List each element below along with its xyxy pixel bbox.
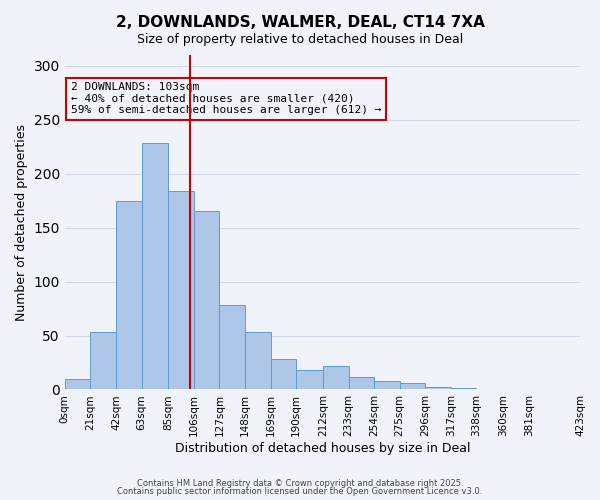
Bar [245,332,271,390]
Text: 2 DOWNLANDS: 103sqm
← 40% of detached houses are smaller (420)
59% of semi-detac: 2 DOWNLANDS: 103sqm ← 40% of detached ho… [71,82,382,115]
Bar [425,388,451,390]
Text: Size of property relative to detached houses in Deal: Size of property relative to detached ho… [137,32,463,46]
Bar [142,144,169,390]
Text: Contains public sector information licensed under the Open Government Licence v3: Contains public sector information licen… [118,487,482,496]
Bar [296,370,323,390]
Text: Contains HM Land Registry data © Crown copyright and database right 2025.: Contains HM Land Registry data © Crown c… [137,478,463,488]
Bar [374,381,400,390]
X-axis label: Distribution of detached houses by size in Deal: Distribution of detached houses by size … [175,442,470,455]
Bar [194,212,220,390]
Text: 2, DOWNLANDS, WALMER, DEAL, CT14 7XA: 2, DOWNLANDS, WALMER, DEAL, CT14 7XA [116,15,484,30]
Bar [65,378,91,390]
Bar [116,200,142,390]
Bar [271,359,296,390]
Bar [400,383,425,390]
Bar [220,306,245,390]
Bar [169,191,194,390]
Bar [91,332,116,390]
Bar [349,376,374,390]
Y-axis label: Number of detached properties: Number of detached properties [15,124,28,320]
Bar [323,366,349,390]
Bar [451,388,476,390]
